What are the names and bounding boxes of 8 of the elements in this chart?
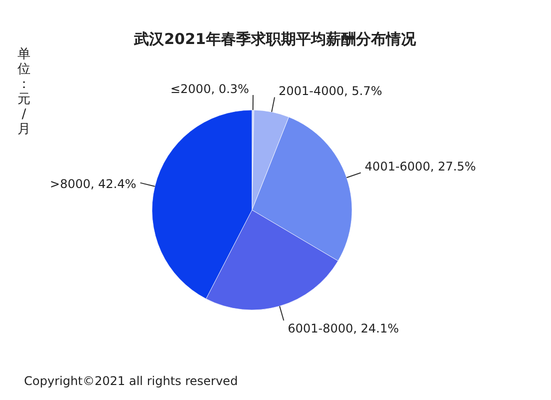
text: Copyright©2021 all rights reserved: [24, 374, 238, 388]
text: 单位：元/月: [18, 47, 30, 137]
slice-label: ≤2000, 0.3%: [170, 82, 250, 96]
slice-label: 4001-6000, 27.5%: [364, 160, 476, 174]
chart-title: 武汉2021年春季求职期平均薪酬分布情况: [133, 30, 417, 48]
slice-label: >8000, 42.4%: [50, 176, 136, 191]
slice-label: 2001-4000, 5.7%: [278, 84, 382, 98]
slice-label: 6001-8000, 24.1%: [288, 322, 399, 336]
